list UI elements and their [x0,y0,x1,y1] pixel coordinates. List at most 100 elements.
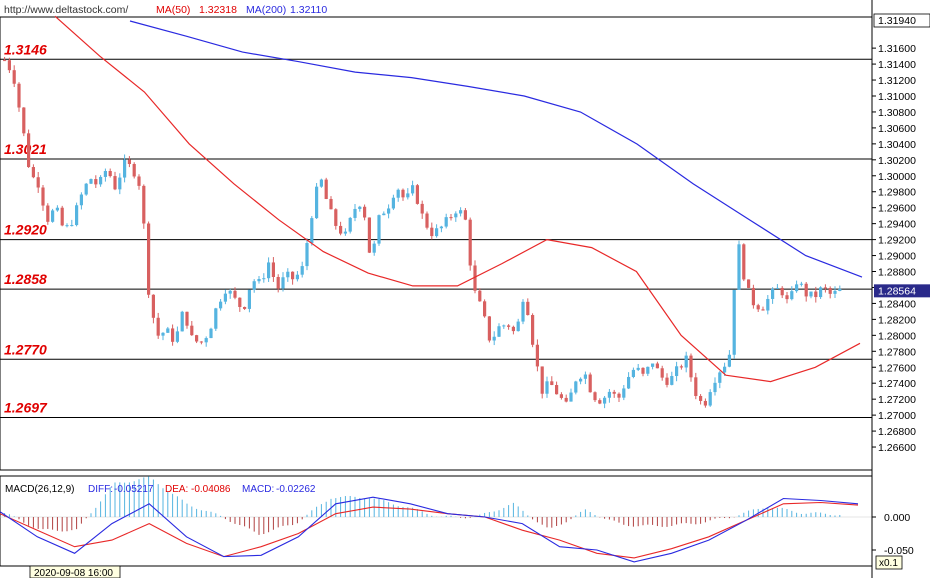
candle-body [295,274,299,280]
candle [579,377,583,385]
candle-body [598,400,602,404]
candle-body [545,381,549,394]
y-axis-tick-label: 1.27800 [878,346,916,358]
y-axis-tick-label: 1.28800 [878,267,916,279]
candle-body [444,217,448,227]
candle [651,363,655,370]
crosshair-time: 2020-09-08 16:00 [34,568,113,578]
candle [108,168,112,178]
candle [819,286,823,299]
candle-body [113,176,117,190]
candle [267,257,271,282]
candle [65,223,69,228]
candle-body [574,381,578,393]
candle [252,279,256,293]
candle-body [372,243,376,253]
candle [343,228,347,236]
y-axis-tick-label: 1.26800 [878,426,916,438]
y-axis-tick-label: 1.31400 [878,59,916,71]
candle [631,367,635,379]
candle [132,162,136,179]
candle-body [103,171,107,177]
candle-body [487,316,491,341]
candle-body [247,289,251,309]
candle [315,182,319,219]
candle-body [703,400,707,406]
candle [147,221,151,299]
candle-body [603,397,607,404]
candle [430,222,434,240]
candle-body [641,367,645,374]
candle-body [305,243,309,267]
candle-body [785,295,789,300]
candle [727,350,731,368]
candle [689,353,693,382]
candle-body [425,213,429,228]
candle [219,298,223,311]
candle [593,391,597,402]
candle [79,192,83,210]
candle-body [151,294,155,318]
candle-body [291,271,295,280]
zoom-box[interactable] [875,555,903,570]
candle-body [737,244,741,290]
candle [391,194,395,211]
candle-body [588,374,592,393]
candle [454,211,458,222]
candle-body [459,210,463,214]
candle-body [823,287,827,289]
candle-body [540,366,544,394]
zoom-level[interactable]: x0.1 [879,558,898,569]
candle [574,380,578,395]
candle-body [535,344,539,367]
candle-body [324,179,328,199]
level-label: 1.2697 [4,400,48,416]
candle-body [607,391,611,398]
candle-body [732,289,736,355]
candle-body [406,193,410,198]
candle-body [233,290,237,298]
candle [627,372,631,390]
candle-body [646,366,650,374]
y-axis-tick-label: 1.29800 [878,187,916,199]
candle [483,299,487,318]
candle-body [123,159,127,178]
candle [209,327,213,339]
candle [276,274,280,293]
candle [12,65,16,88]
candle [747,279,751,289]
candle [84,182,88,196]
candle-body [718,372,722,383]
source-url[interactable]: http://www.deltastock.com/ [4,4,128,16]
candle-body [166,328,170,333]
current-price-label: 1.28564 [878,285,916,297]
candle-body [75,205,79,226]
y-axis-tick-label: 1.31200 [878,75,916,87]
candle [583,371,587,385]
candle-body [415,185,419,204]
candle [838,285,842,292]
candle-body [214,308,218,329]
y-axis-tick-label: 1.26600 [878,442,916,454]
candle-body [617,393,621,398]
candle [742,243,746,282]
candle-body [516,321,520,332]
candle-body [55,207,59,211]
candle [487,316,491,343]
candle [387,204,391,219]
candle [401,188,405,201]
candle-body [94,179,98,185]
y-axis-tick-label: 1.30000 [878,171,916,183]
candle [319,178,323,188]
candle [790,286,794,301]
candle [679,364,683,370]
candle [103,168,107,182]
price-plot-frame [0,16,873,471]
candle-body [27,133,31,168]
candle-body [271,262,275,277]
candle [507,324,511,330]
candle-body [401,189,405,198]
candle [540,366,544,399]
candle [156,312,160,339]
candle [641,367,645,377]
